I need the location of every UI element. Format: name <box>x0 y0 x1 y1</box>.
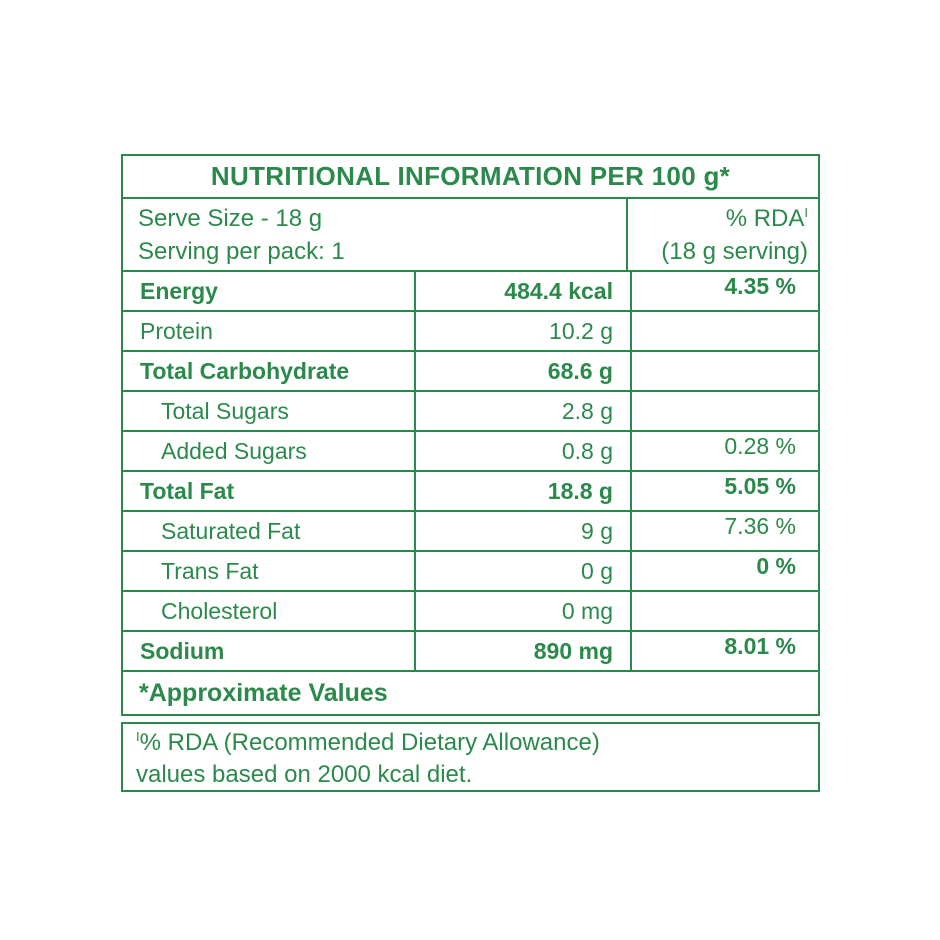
nutrient-rda-percent: 5.05 % <box>630 472 818 510</box>
footnote-line1: I% RDA (Recommended Dietary Allowance) <box>136 727 804 759</box>
table-row: Total Sugars 2.8 g <box>123 392 818 432</box>
nutrient-rda-percent: 0.28 % <box>630 432 818 470</box>
nutrient-amount: 18.8 g <box>414 472 630 510</box>
footnote-text-line2: values based on 2000 kcal diet. <box>136 761 473 788</box>
nutrient-name: Energy <box>140 277 218 304</box>
nutrition-rows: Energy 484.4 kcal 4.35 % Protein 10.2 g … <box>123 272 818 672</box>
nutrient-rda-percent <box>630 352 818 390</box>
serve-size-text: Serve Size - 18 g <box>138 205 323 232</box>
nutrient-rda-percent: 4.35 % <box>630 272 818 310</box>
nutrition-table: NUTRITIONAL INFORMATION PER 100 g* Serve… <box>121 154 820 716</box>
nutrient-amount: 9 g <box>414 512 630 550</box>
nutrient-rda-percent <box>630 392 818 430</box>
nutrient-amount: 0 g <box>414 552 630 590</box>
table-row: Total Fat 18.8 g 5.05 % <box>123 472 818 512</box>
table-row: Energy 484.4 kcal 4.35 % <box>123 272 818 312</box>
nutrient-name: Cholesterol <box>161 597 278 624</box>
serve-size-cell: Serve Size - 18 g Serving per pack: 1 <box>123 199 626 270</box>
nutrient-amount: 0 mg <box>414 592 630 630</box>
nutrient-amount: 890 mg <box>414 632 630 670</box>
table-row: Total Carbohydrate 68.6 g <box>123 352 818 392</box>
nutrient-amount: 2.8 g <box>414 392 630 430</box>
table-row: Trans Fat 0 g 0 % <box>123 552 818 592</box>
rda-footnote-box: I% RDA (Recommended Dietary Allowance) v… <box>121 722 820 792</box>
nutrient-name: Total Sugars <box>161 397 289 424</box>
rda-header-cell: % RDAI (18 g serving) <box>626 199 818 270</box>
rda-header-text: % RDA <box>725 205 805 232</box>
nutrient-name: Sodium <box>140 637 225 664</box>
nutrient-name: Added Sugars <box>161 437 307 464</box>
serving-per-pack-text: Serving per pack: 1 <box>138 238 345 265</box>
nutrient-rda-percent: 7.36 % <box>630 512 818 550</box>
table-row: Sodium 890 mg 8.01 % <box>123 632 818 672</box>
table-row: Cholesterol 0 mg <box>123 592 818 632</box>
rda-header-line2: (18 g serving) <box>661 238 808 265</box>
nutrient-rda-percent: 0 % <box>630 552 818 590</box>
nutrient-rda-percent <box>630 592 818 630</box>
nutrient-amount: 10.2 g <box>414 312 630 350</box>
table-row: Protein 10.2 g <box>123 312 818 352</box>
approximate-values-row: *Approximate Values <box>139 678 388 707</box>
nutrient-amount: 484.4 kcal <box>414 272 630 310</box>
footnote-marker: I <box>136 729 140 744</box>
nutrient-rda-percent <box>630 312 818 350</box>
serve-info-row: Serve Size - 18 g Serving per pack: 1 % … <box>123 199 818 272</box>
table-title: NUTRITIONAL INFORMATION PER 100 g* <box>123 156 818 199</box>
nutrient-amount: 0.8 g <box>414 432 630 470</box>
table-row: Saturated Fat 9 g 7.36 % <box>123 512 818 552</box>
nutrient-name: Total Fat <box>140 477 235 504</box>
nutrient-name: Saturated Fat <box>161 517 301 544</box>
table-row: Added Sugars 0.8 g 0.28 % <box>123 432 818 472</box>
rda-footnote-marker: I <box>804 205 808 220</box>
nutrient-rda-percent: 8.01 % <box>630 632 818 670</box>
nutrient-amount: 68.6 g <box>414 352 630 390</box>
rda-header-line1: % RDAI <box>628 202 808 235</box>
nutrient-name: Protein <box>140 317 213 344</box>
nutrient-name: Trans Fat <box>161 557 259 584</box>
nutrient-name: Total Carbohydrate <box>140 357 350 384</box>
footnote-text-line1: % RDA (Recommended Dietary Allowance) <box>139 729 600 756</box>
